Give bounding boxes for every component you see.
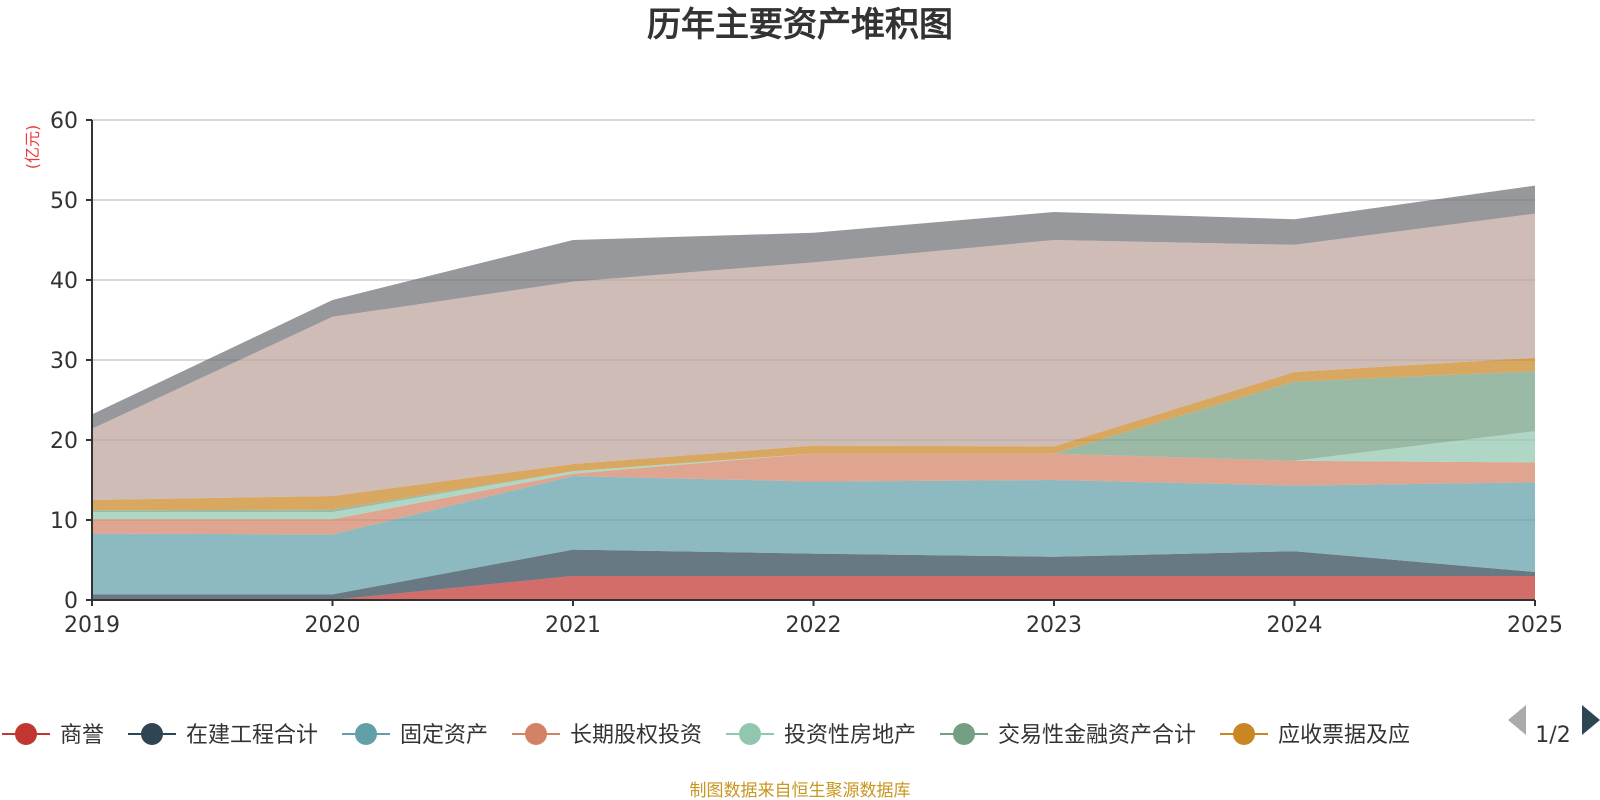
y-tick-label: 30 (50, 349, 78, 374)
legend-item-1[interactable]: 在建工程合计 (128, 723, 318, 748)
legend-marker-icon (953, 723, 975, 745)
x-tick-label: 2025 (1507, 613, 1563, 638)
y-axis-unit-label: (亿元) (23, 125, 42, 170)
area-series-group (92, 185, 1535, 600)
x-tick-label: 2019 (64, 613, 120, 638)
legend-label: 投资性房地产 (784, 723, 916, 748)
x-tick-label: 2022 (786, 613, 842, 638)
legend-item-5[interactable]: 交易性金融资产合计 (940, 723, 1196, 748)
y-tick-label: 50 (50, 189, 78, 214)
y-tick-label: 0 (64, 589, 78, 614)
legend-item-6[interactable]: 应收票据及应 (1220, 723, 1410, 748)
area-series-3[interactable] (92, 453, 1535, 535)
area-series-7[interactable] (92, 213, 1535, 500)
y-tick-label: 10 (50, 509, 78, 534)
x-tick-label: 2020 (305, 613, 361, 638)
legend-marker-icon (1233, 723, 1255, 745)
legend-pager: 1/2 (1508, 705, 1600, 748)
legend-marker-icon (15, 723, 37, 745)
legend-marker-icon (525, 723, 547, 745)
legend-marker-icon (355, 723, 377, 745)
area-series-1[interactable] (92, 549, 1535, 600)
chart-title: 历年主要资产堆积图 (647, 5, 953, 45)
legend-next-page-icon[interactable] (1582, 705, 1600, 735)
legend-item-3[interactable]: 长期股权投资 (512, 723, 702, 748)
legend-label: 商誉 (60, 723, 104, 748)
legend-label: 长期股权投资 (570, 723, 702, 748)
legend-item-4[interactable]: 投资性房地产 (726, 723, 916, 748)
legend-marker-icon (141, 723, 163, 745)
area-series-0[interactable] (92, 576, 1535, 600)
x-tick-label: 2023 (1026, 613, 1082, 638)
source-note: 制图数据来自恒生聚源数据库 (690, 781, 911, 800)
y-tick-label: 40 (50, 269, 78, 294)
x-tick-label: 2021 (545, 613, 601, 638)
legend-label: 在建工程合计 (186, 723, 318, 748)
area-series-2[interactable] (92, 476, 1535, 595)
legend-label: 交易性金融资产合计 (998, 723, 1196, 748)
legend-item-2[interactable]: 固定资产 (342, 723, 488, 748)
area-series-5[interactable] (92, 371, 1535, 512)
legend-label: 固定资产 (400, 723, 488, 748)
legend-item-0[interactable]: 商誉 (2, 723, 104, 748)
legend-marker-icon (739, 723, 761, 745)
legend: 商誉 在建工程合计 固定资产 长期股权投资 投资性房地产 交易性金融资产合计 应收票据及应 (2, 723, 1410, 748)
area-series-6[interactable] (92, 357, 1535, 511)
area-series-8[interactable] (92, 185, 1535, 429)
legend-prev-page-icon[interactable] (1508, 705, 1526, 735)
x-tick-label: 2024 (1267, 613, 1323, 638)
legend-label: 应收票据及应 (1278, 723, 1410, 748)
y-tick-label: 20 (50, 429, 78, 454)
y-tick-label: 60 (50, 109, 78, 134)
legend-page-indicator: 1/2 (1535, 723, 1570, 748)
axes: 0 10 20 30 40 50 60 2019 2020 2021 2022 2023 2024 202… (50, 109, 1563, 638)
